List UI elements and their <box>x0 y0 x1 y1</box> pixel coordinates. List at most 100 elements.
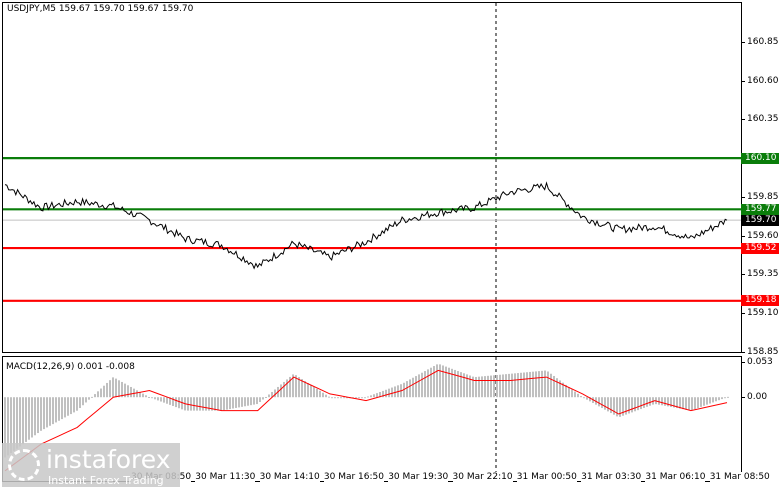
macd-histogram-bar <box>439 364 441 398</box>
macd-histogram-bar <box>157 397 159 401</box>
macd-histogram-bar <box>607 397 609 412</box>
macd-histogram-bar <box>451 368 453 398</box>
macd-histogram-bar <box>709 397 711 404</box>
macd-histogram-bar <box>100 388 102 398</box>
macd-histogram-bar <box>442 365 444 398</box>
macd-histogram-bar <box>334 397 336 399</box>
macd-histogram-bar <box>340 397 342 399</box>
macd-histogram-bar <box>307 382 309 398</box>
macd-histogram-bar <box>622 397 624 416</box>
level-tag-159.52: 159.52 <box>741 242 779 254</box>
macd-tick-label: 0.053 <box>747 356 773 367</box>
macd-histogram-bar <box>34 397 36 436</box>
macd-histogram-bar <box>70 397 72 415</box>
price-tick-mark <box>741 235 745 237</box>
macd-histogram-bar <box>661 397 663 406</box>
macd-histogram-bar <box>55 397 57 423</box>
macd-histogram-bar <box>181 397 183 410</box>
macd-histogram-bar <box>232 397 234 409</box>
macd-histogram-bar <box>361 397 363 399</box>
macd-histogram-bar <box>379 392 381 398</box>
macd-histogram-bar <box>553 375 555 398</box>
macd-histogram-bar <box>664 397 666 406</box>
macd-histogram-bar <box>673 397 675 408</box>
macd-histogram-bar <box>103 385 105 398</box>
price-tick-label: 158.85 <box>747 347 779 357</box>
macd-histogram-bar <box>136 390 138 398</box>
macd-histogram-bar <box>169 397 171 405</box>
macd-histogram-bar <box>469 375 471 398</box>
macd-histogram-bar <box>247 397 249 406</box>
macd-histogram-bar <box>238 397 240 408</box>
price-chart-pane[interactable] <box>2 2 742 353</box>
time-tick-label: 31 Mar 06:10 <box>645 472 706 482</box>
macd-histogram-bar <box>28 397 30 440</box>
time-tick-label: 30 Mar 11:30 <box>195 472 256 482</box>
macd-histogram-bar <box>211 397 213 411</box>
macd-histogram-bar <box>274 389 276 398</box>
macd-tick-mark <box>741 397 745 399</box>
macd-histogram-bar <box>64 397 66 418</box>
macd-histogram-bar <box>520 372 522 398</box>
price-tick-mark <box>741 274 745 276</box>
macd-histogram-bar <box>448 367 450 398</box>
macd-histogram-bar <box>604 397 606 410</box>
macd-histogram-bar <box>358 397 360 399</box>
macd-histogram-bar <box>601 397 603 409</box>
macd-histogram-bar <box>61 397 63 420</box>
macd-histogram-bar <box>85 397 87 403</box>
macd-histogram-bar <box>679 397 681 409</box>
macd-histogram-bar <box>115 378 117 398</box>
macd-histogram-bar <box>25 397 27 442</box>
macd-histogram-bar <box>697 397 699 408</box>
macd-histogram-bar <box>460 372 462 398</box>
macd-histogram-bar <box>370 395 372 398</box>
instaforex-logo: instaforex Instant Forex Trading <box>2 443 180 487</box>
macd-histogram-bar <box>139 391 141 398</box>
macd-histogram-bar <box>145 395 147 398</box>
macd-histogram-bar <box>637 397 639 411</box>
macd-histogram-bar <box>628 397 630 414</box>
macd-histogram-bar <box>367 396 369 398</box>
macd-histogram-bar <box>382 390 384 398</box>
macd-histogram-bar <box>118 380 120 398</box>
macd-histogram-bar <box>613 397 615 415</box>
macd-histogram-bar <box>52 397 54 425</box>
macd-histogram-bar <box>445 366 447 398</box>
macd-tick-mark <box>741 361 745 363</box>
macd-histogram-bar <box>163 397 165 403</box>
price-tick-mark <box>741 196 745 198</box>
macd-histogram-bar <box>535 371 537 398</box>
macd-histogram-bar <box>544 370 546 398</box>
price-tick-mark <box>741 80 745 82</box>
macd-histogram-bar <box>619 397 621 417</box>
macd-histogram-bar <box>712 397 714 403</box>
macd-histogram-bar <box>718 397 720 401</box>
macd-histogram-bar <box>205 397 207 411</box>
macd-histogram-bar <box>421 372 423 398</box>
macd-histogram-bar <box>142 393 144 398</box>
macd-histogram-bar <box>478 376 480 398</box>
macd-histogram-bar <box>556 378 558 398</box>
macd-histogram-bar <box>415 376 417 398</box>
macd-histogram-bar <box>46 397 48 428</box>
macd-histogram-bar <box>571 389 573 398</box>
macd-histogram-bar <box>373 394 375 398</box>
macd-histogram-bar <box>586 397 588 400</box>
macd-histogram-bar <box>562 382 564 398</box>
macd-histogram-bar <box>682 397 684 410</box>
macd-histogram-bar <box>508 373 510 398</box>
macd-histogram-bar <box>646 397 648 407</box>
macd-histogram-bar <box>427 369 429 398</box>
macd-histogram-bar <box>589 397 591 402</box>
macd-histogram-bar <box>667 397 669 407</box>
macd-histogram-bar <box>727 396 729 398</box>
macd-histogram-bar <box>328 396 330 398</box>
macd-histogram-bar <box>496 375 498 398</box>
macd-histogram-bar <box>16 397 18 449</box>
time-tick-label: 30 Mar 19:30 <box>388 472 449 482</box>
macd-histogram-bar <box>304 381 306 398</box>
macd-histogram-bar <box>658 397 660 405</box>
macd-histogram-bar <box>538 371 540 398</box>
macd-histogram-bar <box>724 397 726 399</box>
